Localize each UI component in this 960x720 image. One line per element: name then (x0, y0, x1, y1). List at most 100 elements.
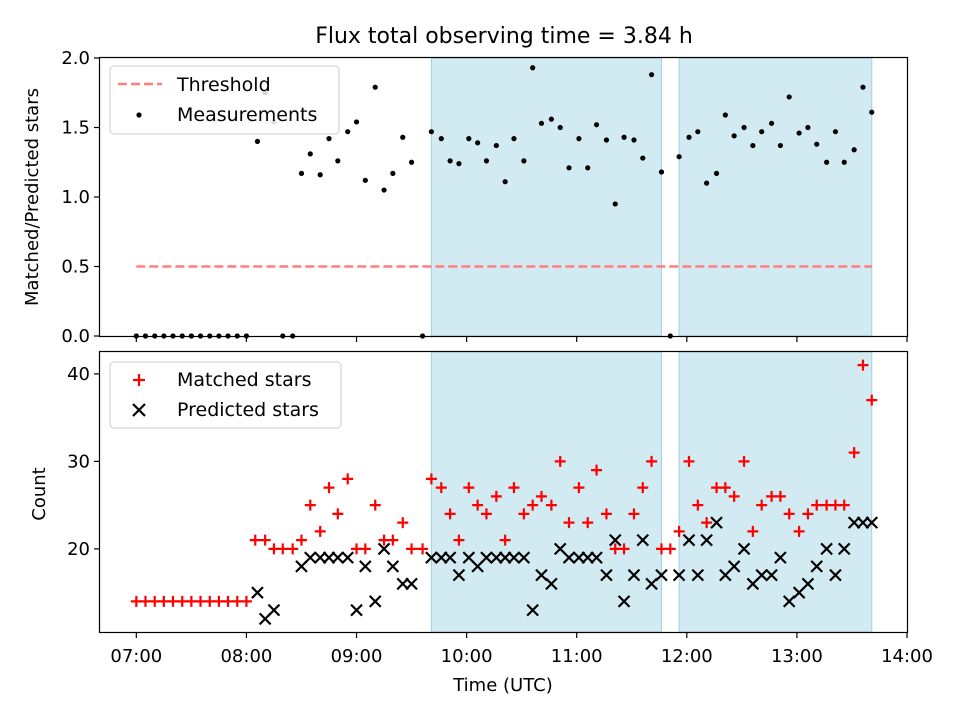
measurement-point (869, 109, 875, 115)
predicted-star-point (443, 551, 457, 564)
predicted-star-point (765, 568, 778, 582)
predicted-star-point (727, 560, 741, 573)
count-y-tick-label: 30 (67, 451, 90, 472)
matched-star-point (499, 534, 511, 546)
matched-star-point (692, 499, 704, 511)
matched-star-point (323, 482, 335, 494)
matched-star-point (554, 455, 566, 467)
matched-stars-series (130, 359, 878, 607)
ratio-x-ticks (135, 336, 908, 342)
matched-star-point (600, 508, 612, 520)
measurement-point (824, 159, 830, 165)
matched-star-point (195, 595, 207, 607)
measurement-point (548, 116, 554, 122)
matched-star-point (591, 464, 603, 476)
count-x-tick-label: 13:00 (771, 646, 823, 667)
measurement-point (750, 142, 756, 149)
predicted-star-point (672, 568, 686, 582)
matched-star-point (332, 508, 344, 520)
predicted-star-point (535, 568, 548, 582)
matched-star-point (277, 543, 289, 555)
matched-star-point (545, 499, 557, 511)
predicted-star-point (608, 533, 622, 547)
predicted-star-point (480, 551, 493, 564)
measurement-point (475, 140, 481, 146)
ratio-panel: 0.00.51.01.52.0 Matched/Predicted stars … (22, 48, 909, 347)
measurement-point (722, 112, 728, 118)
matched-star-point (802, 508, 814, 520)
matched-star-point (527, 499, 539, 511)
measurement-point (493, 142, 499, 149)
measurement-point (832, 129, 839, 135)
measurement-point (390, 170, 396, 176)
matched-star-point (425, 473, 437, 485)
measurement-point (576, 136, 582, 142)
predicted-star-point (820, 542, 833, 556)
matched-star-point (673, 525, 685, 537)
matched-star-point (406, 543, 418, 555)
measurement-point (841, 159, 847, 165)
matched-star-point (664, 543, 676, 555)
measurement-point (362, 177, 368, 183)
predicted-star-point (691, 568, 705, 582)
matched-legend-label: Matched stars (177, 369, 311, 391)
measurement-point (741, 124, 747, 131)
measurement-point (466, 136, 472, 142)
predicted-star-point (645, 577, 658, 591)
predicted-star-point (251, 586, 264, 599)
matched-star-point (139, 595, 151, 607)
matched-star-point (573, 482, 585, 494)
measurement-point (372, 84, 378, 90)
predicted-star-point (682, 533, 696, 547)
measurement-point (860, 84, 866, 90)
measurement-point (511, 136, 517, 142)
predicted-star-point (801, 577, 815, 591)
matched-star-point (240, 595, 252, 607)
measurement-point (438, 136, 444, 142)
measurement-point (593, 122, 600, 128)
measurement-point (307, 151, 313, 157)
matched-star-point (783, 508, 795, 520)
count-x-tick-label: 07:00 (110, 646, 162, 667)
measurement-point (805, 124, 811, 131)
matched-star-point (756, 499, 768, 511)
matched-star-point (518, 508, 530, 520)
matched-star-point (222, 595, 234, 607)
measurement-point (502, 179, 508, 185)
predicted-star-point (386, 560, 400, 573)
matched-star-point (444, 508, 456, 520)
count-y-tick-label: 20 (67, 539, 90, 560)
count-legend-box (109, 361, 342, 429)
matched-star-point (848, 447, 860, 459)
ratio-legend: Threshold Measurements (109, 65, 340, 135)
measurement-point (428, 129, 434, 135)
predicted-star-point (837, 542, 851, 556)
ratio-y-tick-label: 1.5 (61, 118, 90, 139)
predicted-star-point (405, 577, 418, 591)
measurement-point (686, 134, 692, 140)
matched-star-point (857, 359, 869, 371)
predicted-star-point (737, 542, 751, 556)
ratio-y-tick-label: 0.0 (61, 326, 90, 347)
count-y-ticks: 20 30 40 (67, 364, 100, 560)
measurements-legend-icon (136, 112, 142, 118)
matched-star-point (342, 473, 354, 485)
observing-window-2 (678, 57, 873, 337)
measurement-point (557, 124, 563, 131)
matched-star-point (719, 482, 731, 494)
measurement-point (353, 119, 360, 125)
matched-star-point (259, 534, 271, 546)
measurement-point (658, 169, 665, 175)
matched-star-point (811, 499, 823, 511)
predicted-star-point (341, 551, 354, 564)
ratio-y-tick-label: 2.0 (61, 48, 90, 69)
predicted-star-point (636, 533, 650, 547)
predicted-star-point (331, 551, 345, 564)
predicted-star-point (774, 551, 787, 564)
observing-windows-bottom (430, 351, 873, 633)
measurement-point (538, 120, 545, 126)
count-x-tick-label: 08:00 (220, 646, 272, 667)
measurement-point (631, 137, 637, 143)
predicted-star-point (267, 603, 281, 617)
